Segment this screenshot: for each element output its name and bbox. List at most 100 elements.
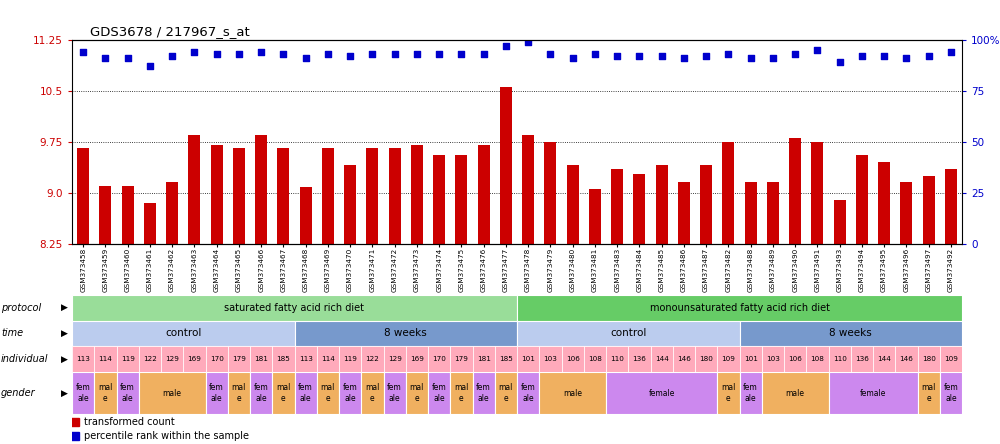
Bar [722,142,734,244]
Bar [428,372,450,414]
Text: 146: 146 [899,356,913,362]
Point [876,52,892,59]
Text: 110: 110 [833,356,847,362]
Bar [389,148,401,244]
Bar [762,346,784,372]
Bar [895,346,918,372]
Bar [161,346,183,372]
Text: female: female [860,388,886,398]
Bar [406,346,428,372]
Bar [139,346,161,372]
Point [520,38,536,45]
Bar [789,138,801,244]
Point [809,46,825,53]
Bar [918,346,940,372]
Text: ▶: ▶ [61,329,67,338]
Text: fem
ale: fem ale [76,384,90,403]
Bar [206,372,228,414]
Text: 103: 103 [543,356,557,362]
Text: male: male [786,388,805,398]
Point [75,48,91,56]
Bar [455,155,467,244]
Bar [228,372,250,414]
Text: 179: 179 [454,356,468,362]
Text: 146: 146 [677,356,691,362]
Text: male: male [163,388,182,398]
Bar [517,372,539,414]
Text: mal
e: mal e [365,384,380,403]
Text: fem
ale: fem ale [298,384,313,403]
Point [431,50,447,57]
Text: mal
e: mal e [499,384,513,403]
Text: 108: 108 [588,356,602,362]
Bar [116,346,139,372]
Bar [856,155,868,244]
Bar [562,346,584,372]
Bar [411,145,423,244]
Bar [233,148,245,244]
Point [231,50,247,57]
Bar [945,169,957,244]
Text: ▶: ▶ [61,355,67,364]
Text: fem
ale: fem ale [743,384,758,403]
Bar [144,203,156,244]
Text: mal
e: mal e [276,384,291,403]
Bar [450,346,473,372]
Point [164,52,180,59]
Bar [99,186,111,244]
Text: 185: 185 [276,356,290,362]
Point [275,50,291,57]
Text: 114: 114 [98,356,112,362]
Text: fem
ale: fem ale [254,384,268,403]
Point [631,52,647,59]
Bar [339,372,361,414]
Text: 113: 113 [299,356,313,362]
Text: 181: 181 [254,356,268,362]
Bar [250,346,272,372]
Text: 180: 180 [922,356,936,362]
Point [943,48,959,56]
Point [698,52,714,59]
Point [654,52,670,59]
Text: 129: 129 [388,356,402,362]
Text: individual: individual [1,354,48,364]
Text: 106: 106 [788,356,802,362]
Bar [584,346,606,372]
Text: monounsaturated fatty acid rich diet: monounsaturated fatty acid rich diet [650,303,830,313]
Point [587,50,603,57]
Text: gender: gender [1,388,36,398]
Bar [740,372,762,414]
Bar [72,321,294,346]
Text: 181: 181 [477,356,491,362]
Bar [834,199,846,244]
Bar [633,174,645,244]
Bar [384,346,406,372]
Text: 129: 129 [165,356,179,362]
Bar [94,372,116,414]
Bar [717,346,740,372]
Bar [188,135,200,244]
Text: fem
ale: fem ale [521,384,536,403]
Text: 109: 109 [721,356,735,362]
Bar [322,148,334,244]
Text: 103: 103 [766,356,780,362]
Text: 169: 169 [187,356,201,362]
Text: percentile rank within the sample: percentile rank within the sample [84,431,249,441]
Bar [250,372,272,414]
Point [453,50,469,57]
Bar [495,372,517,414]
Text: female: female [648,388,675,398]
Text: control: control [165,329,201,338]
Bar [433,155,445,244]
Point [898,54,914,61]
Bar [678,182,690,244]
Bar [317,346,339,372]
Bar [611,169,623,244]
Bar [539,372,606,414]
Bar [767,182,779,244]
Point [542,50,558,57]
Bar [500,87,512,244]
Bar [517,321,740,346]
Bar [806,346,828,372]
Point [565,54,581,61]
